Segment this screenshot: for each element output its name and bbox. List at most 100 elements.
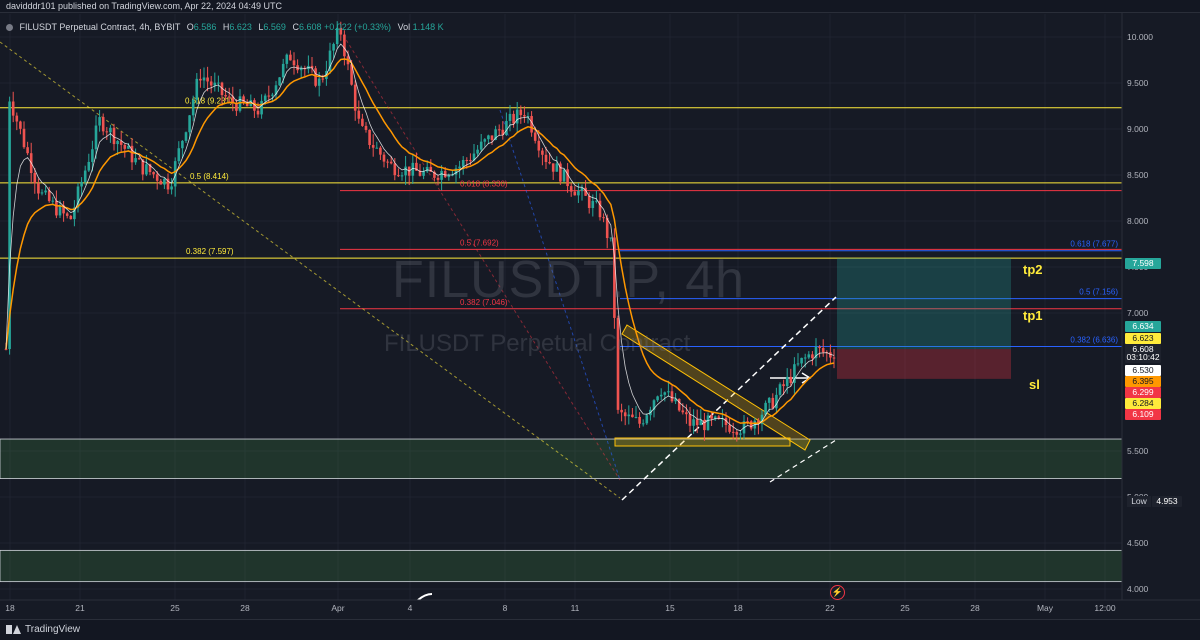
price-tag: 6.284 — [1125, 398, 1161, 409]
candle-body — [65, 213, 69, 216]
candle-body — [749, 421, 753, 429]
candle-body — [4, 348, 8, 350]
time-axis-tick: 25 — [900, 603, 910, 613]
candle-body — [501, 129, 505, 135]
candle-body — [80, 181, 83, 187]
candle-body — [613, 237, 616, 318]
candle-body — [332, 44, 335, 51]
ema-slow-line — [5, 58, 835, 425]
change-value: +0.022 (+0.33%) — [324, 22, 392, 32]
candle-body — [497, 129, 501, 131]
candle-body — [292, 60, 296, 66]
lightning-icon[interactable]: ⚡ — [830, 585, 845, 600]
price-axis-tick: 7.000 — [1127, 308, 1149, 318]
candle-body — [350, 64, 353, 85]
symbol-legend[interactable]: FILUSDT Perpetual Contract, 4h, BYBIT O6… — [6, 22, 444, 32]
candle-body — [566, 169, 569, 187]
price-axis-bg — [1122, 12, 1200, 600]
publisher-bar: davidddr101 published on TradingView.com… — [0, 0, 1200, 13]
candle-body — [548, 162, 551, 164]
low-tag-label: Low — [1127, 496, 1151, 507]
volume-label: Vol — [397, 22, 411, 32]
candle-body — [195, 78, 199, 100]
candle-body — [598, 200, 602, 218]
candle-body — [188, 115, 191, 133]
time-axis-tick: May — [1037, 603, 1054, 613]
candle-body — [33, 173, 37, 184]
footer-bar: TradingView — [0, 619, 1200, 640]
candle-body — [109, 127, 112, 133]
diagonal-red-trend-line — [339, 29, 621, 481]
candle-body — [238, 96, 242, 111]
cursor-stroke — [417, 593, 433, 601]
candle-body — [490, 135, 494, 140]
candle-body — [389, 161, 393, 164]
candle-body — [591, 200, 595, 208]
candle-body — [465, 160, 469, 162]
low-value: 6.569 — [263, 22, 286, 32]
candle-body — [530, 116, 533, 133]
candle-body — [505, 120, 508, 135]
price-axis-tick: 9.000 — [1127, 124, 1149, 134]
diagonal-blue-trend-line — [499, 109, 621, 481]
symbol-title[interactable]: FILUSDT Perpetual Contract, 4h, BYBIT — [19, 22, 181, 32]
candle-body — [717, 416, 721, 419]
candle-body — [112, 127, 116, 145]
candle-body — [170, 186, 173, 190]
candle-body — [674, 398, 677, 402]
candle-body — [814, 346, 818, 359]
tradingview-brand[interactable]: TradingView — [6, 624, 80, 635]
sl-label: sl — [1029, 377, 1040, 392]
price-tag: 6.395 — [1125, 376, 1161, 387]
candle-body — [55, 200, 58, 216]
fib-level-label: 0.382 (7.046) — [460, 298, 508, 307]
candle-body — [116, 141, 119, 145]
candle-body — [425, 166, 429, 172]
candle-body — [321, 78, 325, 80]
candle-body — [775, 394, 778, 409]
candle-body — [609, 237, 613, 239]
candle-body — [569, 186, 573, 192]
candle-body — [361, 118, 364, 126]
time-axis-tick: 8 — [503, 603, 508, 613]
candle-body — [256, 110, 260, 115]
candle-body — [418, 170, 422, 176]
time-axis-tick: 21 — [75, 603, 85, 613]
white-dashed-projection-line-2 — [769, 439, 837, 483]
time-axis-tick: 4 — [408, 603, 413, 613]
candle-body — [83, 170, 87, 182]
candle-body — [440, 170, 443, 180]
candle-body — [199, 78, 202, 81]
candle-body — [231, 96, 235, 104]
candle-body — [209, 81, 213, 86]
candle-body — [422, 171, 425, 176]
candle-body — [105, 131, 109, 133]
candle-body — [148, 164, 152, 173]
candle-body — [379, 147, 382, 155]
candle-body — [415, 162, 418, 171]
price-axis-tick: 8.500 — [1127, 170, 1149, 180]
candle-body — [271, 94, 274, 96]
time-axis-tick: 28 — [970, 603, 980, 613]
candle-body — [159, 180, 163, 185]
candle-body — [40, 192, 44, 194]
price-tag: 6.109 — [1125, 409, 1161, 420]
candle-body — [728, 424, 731, 432]
candle-body — [677, 398, 681, 411]
candle-body — [51, 200, 55, 202]
candle-body — [217, 82, 220, 84]
candle-body — [436, 177, 440, 180]
brand-text: TradingView — [25, 624, 81, 635]
candle-body — [656, 396, 659, 401]
candle-body — [130, 145, 134, 163]
candle-body — [26, 147, 29, 154]
time-axis-tick: 25 — [170, 603, 180, 613]
time-axis-tick: 18 — [733, 603, 743, 613]
candle-body — [263, 95, 267, 101]
candle-body — [584, 187, 587, 196]
candle-body — [19, 121, 22, 129]
candle-body — [191, 99, 195, 116]
candle-body — [15, 115, 19, 122]
candle-body — [785, 376, 789, 387]
